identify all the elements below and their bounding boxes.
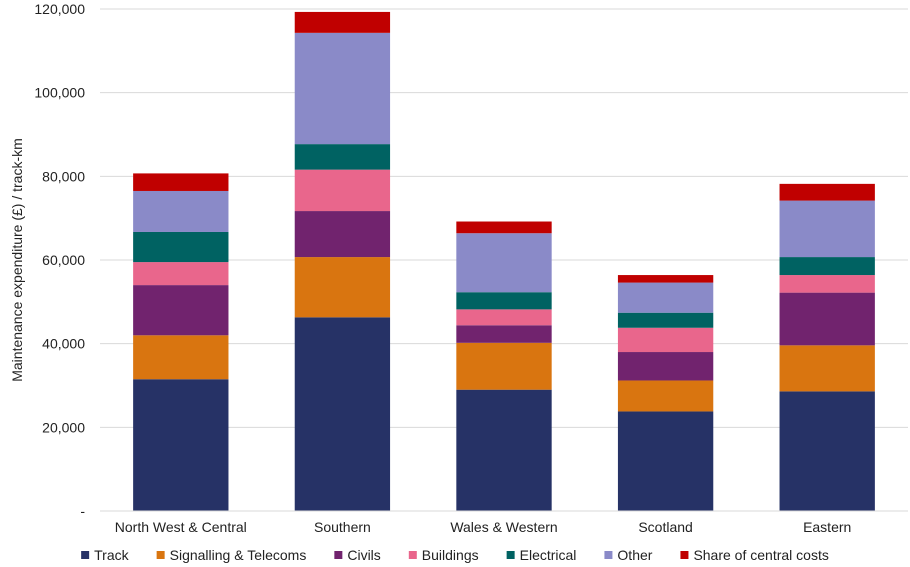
legend-label: Buildings — [422, 547, 479, 563]
legend-item: Electrical — [506, 547, 577, 563]
bar-segment — [779, 391, 875, 511]
bar-segment — [617, 327, 714, 353]
bar-segment — [617, 411, 714, 511]
y-tick-label: 120,000 — [34, 1, 85, 17]
bar-segment — [617, 312, 714, 328]
legend-item: Signalling & Telecoms — [156, 547, 307, 563]
legend-label: Share of central costs — [693, 547, 828, 563]
y-axis-label: Maintenance expenditure (£) / track-km — [9, 138, 25, 382]
bar-segment — [617, 282, 714, 313]
legend-swatch — [81, 551, 90, 559]
x-tick-label: Wales & Western — [450, 519, 557, 535]
x-tick-label: North West & Central — [115, 519, 247, 535]
legend-item: Other — [604, 547, 653, 563]
bar-segment — [133, 173, 229, 191]
bar-segment — [456, 325, 552, 343]
bar-segment — [294, 11, 391, 33]
y-tick-label: 20,000 — [42, 419, 85, 435]
y-tick-label: 80,000 — [42, 168, 85, 184]
legend-item: Buildings — [408, 547, 479, 563]
bar-segment — [617, 352, 714, 381]
bar-segment — [133, 231, 229, 263]
bar-segment — [133, 379, 229, 511]
bar-segment — [779, 345, 875, 392]
legend-label: Other — [617, 547, 652, 563]
legend-swatch — [408, 551, 417, 559]
x-tick-label: Scotland — [638, 519, 692, 535]
bar-segment — [133, 262, 229, 286]
x-tick-label: Eastern — [803, 519, 851, 535]
bar-segment — [779, 183, 875, 201]
bar-segment — [294, 317, 391, 511]
y-tick-label: 100,000 — [34, 85, 85, 101]
legend-label: Civils — [347, 547, 380, 563]
bars — [133, 11, 875, 511]
legend-swatch — [506, 551, 515, 559]
y-tick-label: 40,000 — [42, 336, 85, 352]
bar-segment — [779, 257, 875, 276]
y-tick-label: - — [80, 503, 85, 519]
x-axis-ticks: North West & Central Southern Wales & West… — [115, 519, 852, 535]
legend-swatch — [680, 551, 689, 559]
bar-segment — [294, 211, 391, 258]
legend-item: Civils — [334, 547, 381, 563]
bar-segment — [456, 389, 552, 511]
legend-label: Track — [94, 547, 129, 563]
bar-segment — [294, 257, 391, 318]
legend-swatch — [156, 551, 165, 559]
y-axis-ticks: - 20,000 40,000 60,000 80,000 100,000 120,000 — [34, 1, 85, 519]
bar-segment — [294, 169, 391, 212]
legend-item: Track — [81, 547, 130, 563]
legend: Track Signalling & Telecoms Civils Building… — [81, 547, 829, 563]
bar-segment — [779, 275, 875, 293]
bar-segment — [456, 233, 552, 293]
legend-label: Signalling & Telecoms — [170, 547, 307, 563]
bar-segment — [133, 190, 229, 232]
bar-segment — [456, 292, 552, 310]
bar-segment — [779, 292, 875, 346]
y-tick-label: 60,000 — [42, 252, 85, 268]
bar-segment — [617, 275, 714, 283]
bar-segment — [133, 335, 229, 380]
bar-segment — [456, 221, 552, 234]
legend-swatch — [604, 551, 613, 559]
bar-segment — [456, 309, 552, 326]
bar-segment — [294, 32, 391, 145]
bar-segment — [294, 144, 391, 170]
x-tick-label: Southern — [314, 519, 371, 535]
legend-item: Share of central costs — [680, 547, 829, 563]
bar-segment — [456, 342, 552, 390]
bar-segment — [617, 380, 714, 412]
legend-swatch — [334, 551, 343, 559]
bar-segment — [133, 285, 229, 336]
bar-segment — [779, 200, 875, 258]
legend-label: Electrical — [520, 547, 577, 563]
